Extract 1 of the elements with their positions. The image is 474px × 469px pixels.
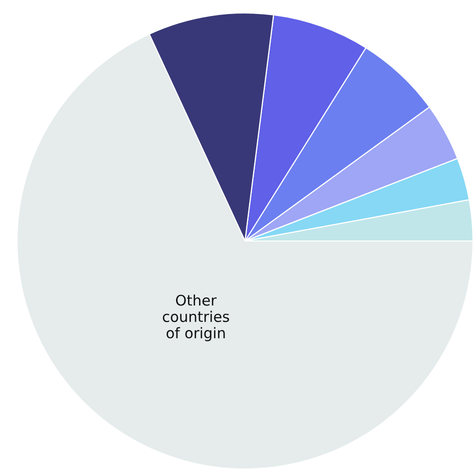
slice-label: Other countries of origin xyxy=(162,294,230,342)
